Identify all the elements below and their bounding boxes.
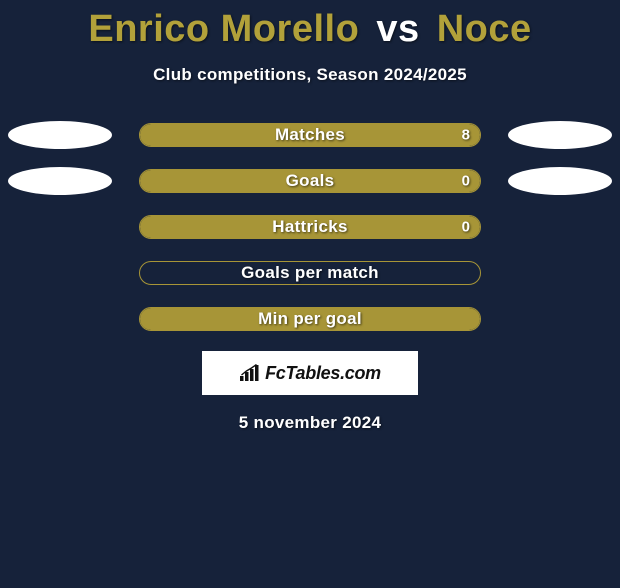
stat-label: Min per goal bbox=[258, 309, 362, 329]
stat-rows: Matches 8 Goals 0 Hattricks 0 Goals per match M… bbox=[0, 123, 620, 331]
brand-text: FcTables.com bbox=[265, 363, 381, 384]
stat-label: Hattricks bbox=[272, 217, 347, 237]
stat-bar: Hattricks 0 bbox=[139, 215, 481, 239]
right-ellipse bbox=[508, 121, 612, 149]
stat-right-value: 0 bbox=[462, 173, 470, 190]
subtitle: Club competitions, Season 2024/2025 bbox=[0, 65, 620, 85]
stat-label: Matches bbox=[275, 125, 345, 145]
vs-text: vs bbox=[376, 8, 419, 50]
stat-row: Hattricks 0 bbox=[0, 215, 620, 239]
stat-row: Min per goal bbox=[0, 307, 620, 331]
date-text: 5 november 2024 bbox=[0, 413, 620, 433]
player1-name: Enrico Morello bbox=[88, 8, 359, 50]
stat-right-value: 0 bbox=[462, 219, 470, 236]
stat-bar: Min per goal bbox=[139, 307, 481, 331]
stat-row: Goals 0 bbox=[0, 169, 620, 193]
right-ellipse bbox=[508, 167, 612, 195]
stat-label: Goals bbox=[286, 171, 335, 191]
stat-bar: Goals 0 bbox=[139, 169, 481, 193]
left-ellipse bbox=[8, 121, 112, 149]
stat-row: Goals per match bbox=[0, 261, 620, 285]
stat-bar: Goals per match bbox=[139, 261, 481, 285]
stat-right-value: 8 bbox=[462, 127, 470, 144]
comparison-title: Enrico Morello vs Noce bbox=[0, 8, 620, 51]
brand-box: FcTables.com bbox=[202, 351, 418, 395]
stat-row: Matches 8 bbox=[0, 123, 620, 147]
stat-bar: Matches 8 bbox=[139, 123, 481, 147]
stat-label: Goals per match bbox=[241, 263, 379, 283]
brand-chart-icon bbox=[239, 364, 261, 382]
left-ellipse bbox=[8, 167, 112, 195]
player2-name: Noce bbox=[437, 8, 532, 50]
